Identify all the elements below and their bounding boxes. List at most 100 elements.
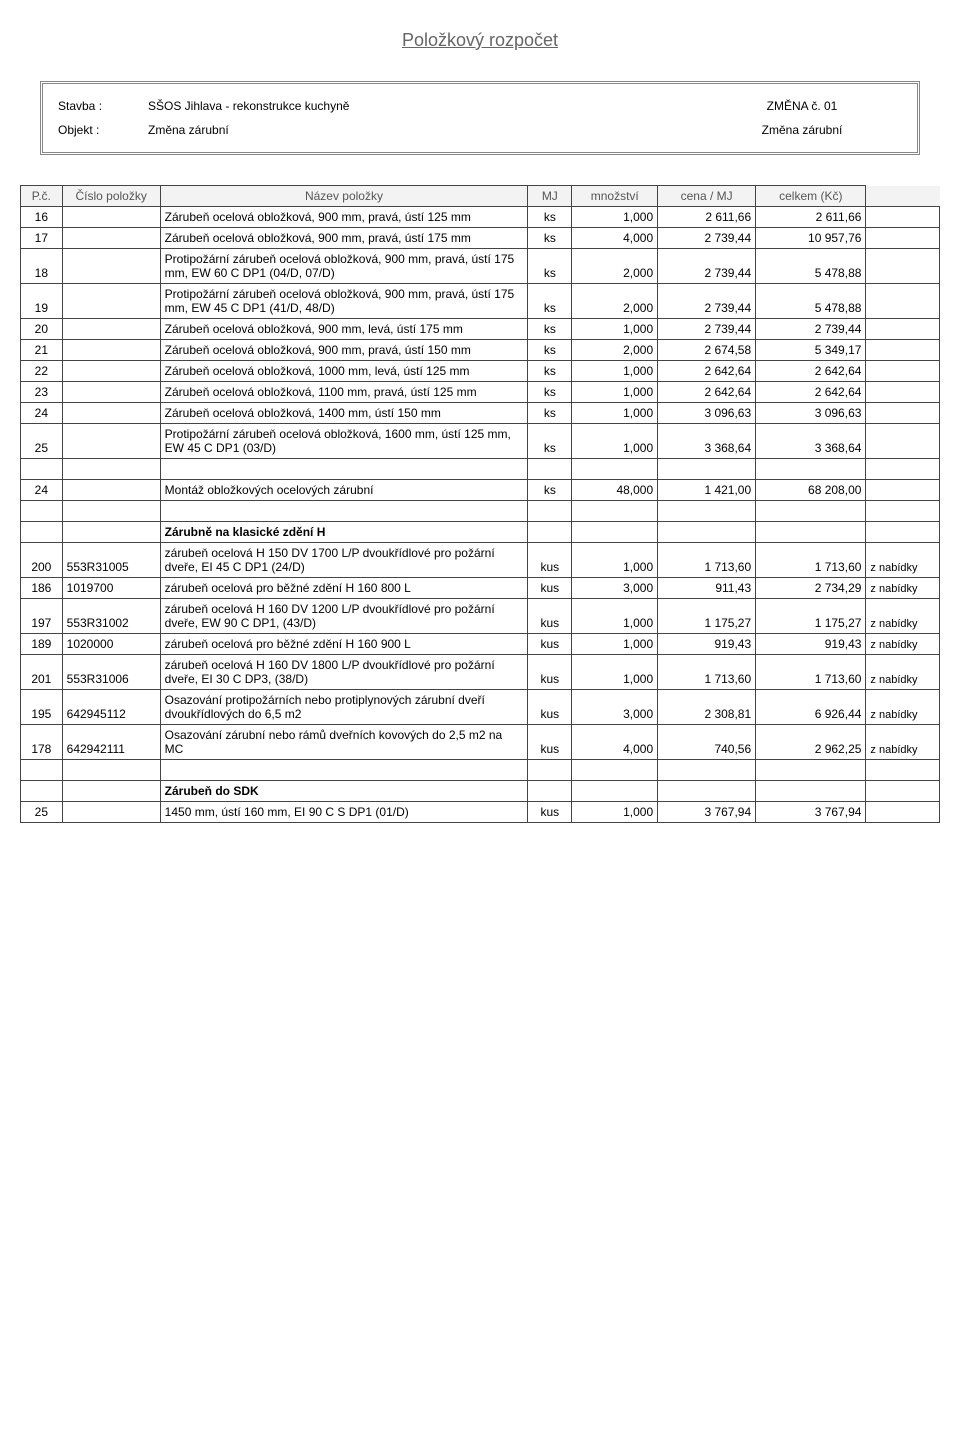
nazev-cell: zárubeň ocelová H 160 DV 1800 L/P dvoukř…: [160, 655, 528, 690]
spacer-cell: [21, 760, 63, 781]
note-cell: [866, 522, 940, 543]
table-row: Zárubně na klasické zdění H: [21, 522, 940, 543]
table-row: 201553R31006zárubeň ocelová H 160 DV 180…: [21, 655, 940, 690]
mj-cell: ks: [528, 340, 572, 361]
note-cell: [866, 382, 940, 403]
spacer-cell: [160, 459, 528, 480]
col-cena: cena / MJ: [658, 186, 756, 207]
mnoz-cell: 3,000: [572, 578, 658, 599]
pc-cell: 178: [21, 725, 63, 760]
cena-cell: 740,56: [658, 725, 756, 760]
pc-cell: 201: [21, 655, 63, 690]
nazev-cell: Zárubeň ocelová obložková, 1100 mm, prav…: [160, 382, 528, 403]
mj-cell: ks: [528, 480, 572, 501]
mnoz-cell: 1,000: [572, 655, 658, 690]
mj-cell: ks: [528, 228, 572, 249]
cislo-cell: 642942111: [62, 725, 160, 760]
table-row: 23Zárubeň ocelová obložková, 1100 mm, pr…: [21, 382, 940, 403]
note-cell: [866, 459, 940, 480]
nazev-cell: zárubeň ocelová H 160 DV 1200 L/P dvoukř…: [160, 599, 528, 634]
spacer-cell: [756, 459, 866, 480]
mj-cell: kus: [528, 725, 572, 760]
stavba-value: SŠOS Jihlava - rekonstrukce kuchyně: [148, 99, 702, 113]
nazev-cell: Zárubeň ocelová obložková, 900 mm, pravá…: [160, 228, 528, 249]
mnoz-cell: 2,000: [572, 340, 658, 361]
note-cell: [866, 207, 940, 228]
empty-cell: [572, 522, 658, 543]
mj-cell: kus: [528, 802, 572, 823]
cena-cell: 1 421,00: [658, 480, 756, 501]
cislo-cell: 1019700: [62, 578, 160, 599]
note-cell: z nabídky: [866, 599, 940, 634]
cislo-cell: 553R31005: [62, 543, 160, 578]
cena-cell: 1 713,60: [658, 655, 756, 690]
mnoz-cell: 1,000: [572, 361, 658, 382]
table-row: 24Zárubeň ocelová obložková, 1400 mm, ús…: [21, 403, 940, 424]
table-row: [21, 501, 940, 522]
cislo-cell: [62, 403, 160, 424]
mnoz-cell: 1,000: [572, 403, 658, 424]
cislo-cell: [62, 249, 160, 284]
spacer-cell: [528, 501, 572, 522]
mj-cell: ks: [528, 284, 572, 319]
empty-cell: [658, 522, 756, 543]
table-row: 178642942111Osazování zárubní nebo rámů …: [21, 725, 940, 760]
cena-cell: 2 739,44: [658, 319, 756, 340]
table-row: 24 Montáž obložkových ocelových zárubníks…: [21, 480, 940, 501]
mnoz-cell: 1,000: [572, 319, 658, 340]
pc-cell: 22: [21, 361, 63, 382]
col-celkem: celkem (Kč): [756, 186, 866, 207]
note-cell: [866, 228, 940, 249]
zmena-label: ZMĚNA č. 01: [702, 99, 902, 113]
pc-cell: 17: [21, 228, 63, 249]
cislo-cell: [62, 319, 160, 340]
note-cell: z nabídky: [866, 634, 940, 655]
nazev-cell: Zárubeň ocelová obložková, 900 mm, pravá…: [160, 340, 528, 361]
cena-cell: 911,43: [658, 578, 756, 599]
spacer-cell: [572, 459, 658, 480]
table-row: 197553R31002zárubeň ocelová H 160 DV 120…: [21, 599, 940, 634]
spacer-cell: [62, 760, 160, 781]
objekt-value: Změna zárubní: [148, 123, 702, 137]
celkem-cell: 68 208,00: [756, 480, 866, 501]
nazev-cell: Protipožární zárubeň ocelová obložková, …: [160, 284, 528, 319]
cislo-cell: 553R31002: [62, 599, 160, 634]
col-note: [866, 186, 940, 207]
pc-cell: 25: [21, 802, 63, 823]
mj-cell: kus: [528, 578, 572, 599]
cislo-cell: 1020000: [62, 634, 160, 655]
mj-cell: ks: [528, 207, 572, 228]
pc-cell: 186: [21, 578, 63, 599]
empty-cell: [572, 781, 658, 802]
cislo-cell: 553R31006: [62, 655, 160, 690]
note-cell: [866, 480, 940, 501]
note-cell: [866, 501, 940, 522]
cena-cell: 1 713,60: [658, 543, 756, 578]
mnoz-cell: 1,000: [572, 599, 658, 634]
nazev-cell: Protipožární zárubeň ocelová obložková, …: [160, 249, 528, 284]
pc-cell: 189: [21, 634, 63, 655]
mnoz-cell: 4,000: [572, 725, 658, 760]
mj-cell: ks: [528, 249, 572, 284]
celkem-cell: 2 739,44: [756, 319, 866, 340]
pc-cell: [21, 781, 63, 802]
pc-cell: 19: [21, 284, 63, 319]
pc-cell: 24: [21, 480, 63, 501]
celkem-cell: 3 767,94: [756, 802, 866, 823]
pc-cell: 24: [21, 403, 63, 424]
mnoz-cell: 1,000: [572, 424, 658, 459]
empty-cell: [658, 781, 756, 802]
mnoz-cell: 3,000: [572, 690, 658, 725]
celkem-cell: 1 713,60: [756, 543, 866, 578]
note-cell: z nabídky: [866, 690, 940, 725]
note-cell: [866, 249, 940, 284]
cislo-cell: [62, 424, 160, 459]
cislo-cell: [62, 480, 160, 501]
mnoz-cell: 2,000: [572, 249, 658, 284]
nazev-cell: zárubeň ocelová pro běžné zdění H 160 90…: [160, 634, 528, 655]
nazev-cell: Montáž obložkových ocelových zárubní: [160, 480, 528, 501]
cislo-cell: [62, 802, 160, 823]
empty-cell: [528, 522, 572, 543]
note-cell: [866, 319, 940, 340]
celkem-cell: 2 611,66: [756, 207, 866, 228]
